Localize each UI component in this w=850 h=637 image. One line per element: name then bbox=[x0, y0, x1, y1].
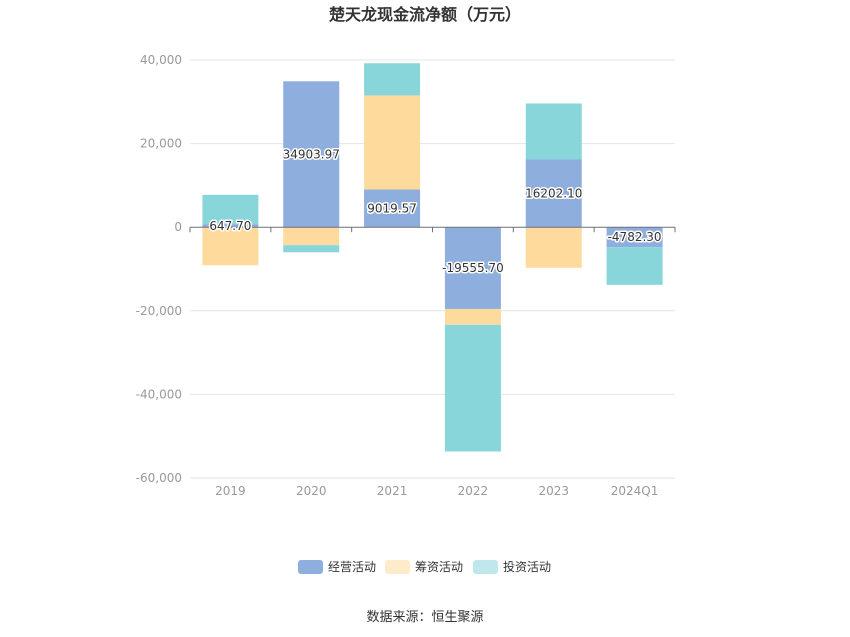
bars bbox=[202, 63, 663, 452]
y-tick-label: -60,000 bbox=[136, 471, 182, 485]
x-tick-label: 2020 bbox=[296, 484, 327, 498]
data-label: -19555.70 bbox=[442, 261, 504, 275]
bar-segment[interactable] bbox=[283, 227, 340, 246]
legend-swatch bbox=[473, 560, 498, 574]
legend-label: 筹资活动 bbox=[415, 560, 463, 574]
bar-segment[interactable] bbox=[283, 81, 340, 228]
legend-item[interactable]: 投资活动 bbox=[473, 559, 551, 574]
legend-swatch bbox=[385, 560, 410, 574]
bar-segment[interactable] bbox=[525, 227, 582, 268]
bar-segment[interactable] bbox=[202, 194, 259, 225]
grid bbox=[190, 59, 675, 479]
data-label: 34903.97 bbox=[283, 147, 340, 161]
legend[interactable]: 经营活动 筹资活动 投资活动 bbox=[298, 559, 551, 574]
x-tick-label: 2019 bbox=[215, 484, 246, 498]
bar-segment[interactable] bbox=[202, 227, 259, 266]
bar-segment[interactable] bbox=[525, 159, 582, 228]
bar-segment[interactable] bbox=[525, 103, 582, 160]
bar-segment[interactable] bbox=[283, 245, 340, 253]
x-tick-label: 2024Q1 bbox=[611, 484, 659, 498]
bar-segment[interactable] bbox=[606, 247, 663, 285]
data-label: -4782.30 bbox=[608, 230, 662, 244]
bar-segment[interactable] bbox=[364, 189, 421, 228]
y-tick-label: 20,000 bbox=[140, 137, 182, 151]
y-tick-label: 40,000 bbox=[140, 53, 182, 67]
data-label: 9019.57 bbox=[367, 201, 417, 215]
bar-segment[interactable] bbox=[364, 63, 421, 96]
y-tick-label: -20,000 bbox=[136, 304, 182, 318]
y-tick-label: -40,000 bbox=[136, 387, 182, 401]
legend-item[interactable]: 筹资活动 bbox=[385, 560, 463, 574]
data-labels: 647.70 34903.97 9019.57 -19555.70 16202.10 -4… bbox=[208, 146, 663, 277]
data-label: 647.70 bbox=[209, 219, 251, 233]
bar-segment[interactable] bbox=[444, 308, 501, 325]
y-axis: 40,000 20,000 0 -20,000 -40,000 -60,000 bbox=[136, 53, 182, 485]
bar-segment[interactable] bbox=[202, 224, 259, 228]
data-label: 16202.10 bbox=[525, 186, 582, 200]
x-tick-label: 2022 bbox=[458, 484, 489, 498]
x-tick-label: 2023 bbox=[538, 484, 569, 498]
x-tick-label: 2021 bbox=[377, 484, 408, 498]
chart-title: 楚天龙现金流净额（万元） bbox=[329, 5, 521, 24]
legend-label: 经营活动 bbox=[328, 560, 376, 574]
bar-segment[interactable] bbox=[444, 227, 501, 309]
bar-segment[interactable] bbox=[444, 324, 501, 452]
bar-segment[interactable] bbox=[606, 227, 663, 248]
y-tick-label: 0 bbox=[174, 220, 182, 234]
x-axis: 2019 2020 2021 2022 2023 2024Q1 bbox=[189, 227, 676, 498]
source-note: 数据来源：恒生聚源 bbox=[366, 610, 483, 625]
legend-swatch bbox=[298, 560, 323, 574]
legend-label: 投资活动 bbox=[503, 559, 551, 574]
legend-item[interactable]: 经营活动 bbox=[298, 560, 376, 574]
bar-segment[interactable] bbox=[364, 95, 421, 190]
